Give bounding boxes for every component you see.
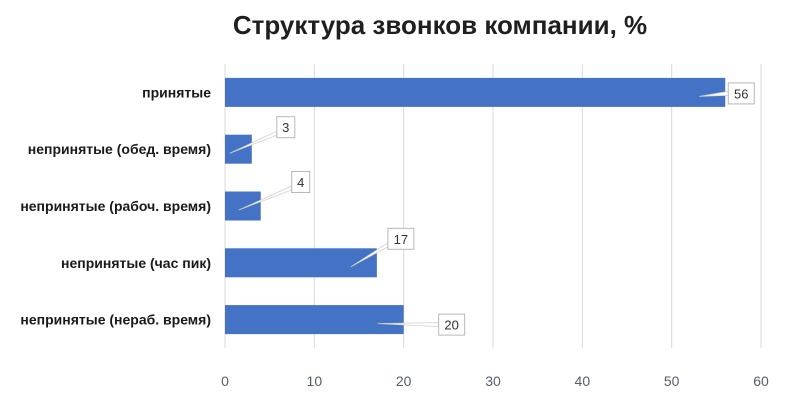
data-label: 56 [734,86,748,101]
bar [225,248,377,278]
category-label: непринятые (нераб. время) [20,312,211,328]
data-label-box [291,171,311,193]
category-label: принятые [142,84,211,100]
x-tick-label: 40 [575,373,591,389]
x-tick-label: 60 [753,373,769,389]
bars [225,77,726,335]
data-label-box [276,116,296,139]
bar [225,77,726,107]
data-label: 20 [444,318,458,333]
category-label: непринятые (час пик) [61,255,211,271]
category-labels: принятые непринятые (обед. время) непринят… [20,84,211,327]
x-tick-label: 0 [221,373,229,389]
data-label-box [438,313,466,336]
x-axis-ticks: 0 10 20 30 40 50 60 [221,373,769,389]
data-label: 4 [297,175,304,190]
category-label: непринятые (рабоч. время) [20,198,211,214]
data-label: 17 [394,232,408,247]
x-tick-label: 10 [307,373,323,389]
data-label: 3 [282,120,289,135]
data-label-box [727,82,755,105]
bar [225,191,261,221]
x-tick-label: 20 [396,373,412,389]
data-labels: 56 3 4 17 20 [229,82,755,336]
chart-title: Структура звонков компании, % [232,10,648,40]
data-label-box [387,227,415,250]
bar [225,305,404,335]
x-tick-label: 30 [485,373,501,389]
category-label: непринятые (обед. время) [28,141,211,157]
x-tick-label: 50 [664,373,680,389]
grid-lines [224,64,762,348]
